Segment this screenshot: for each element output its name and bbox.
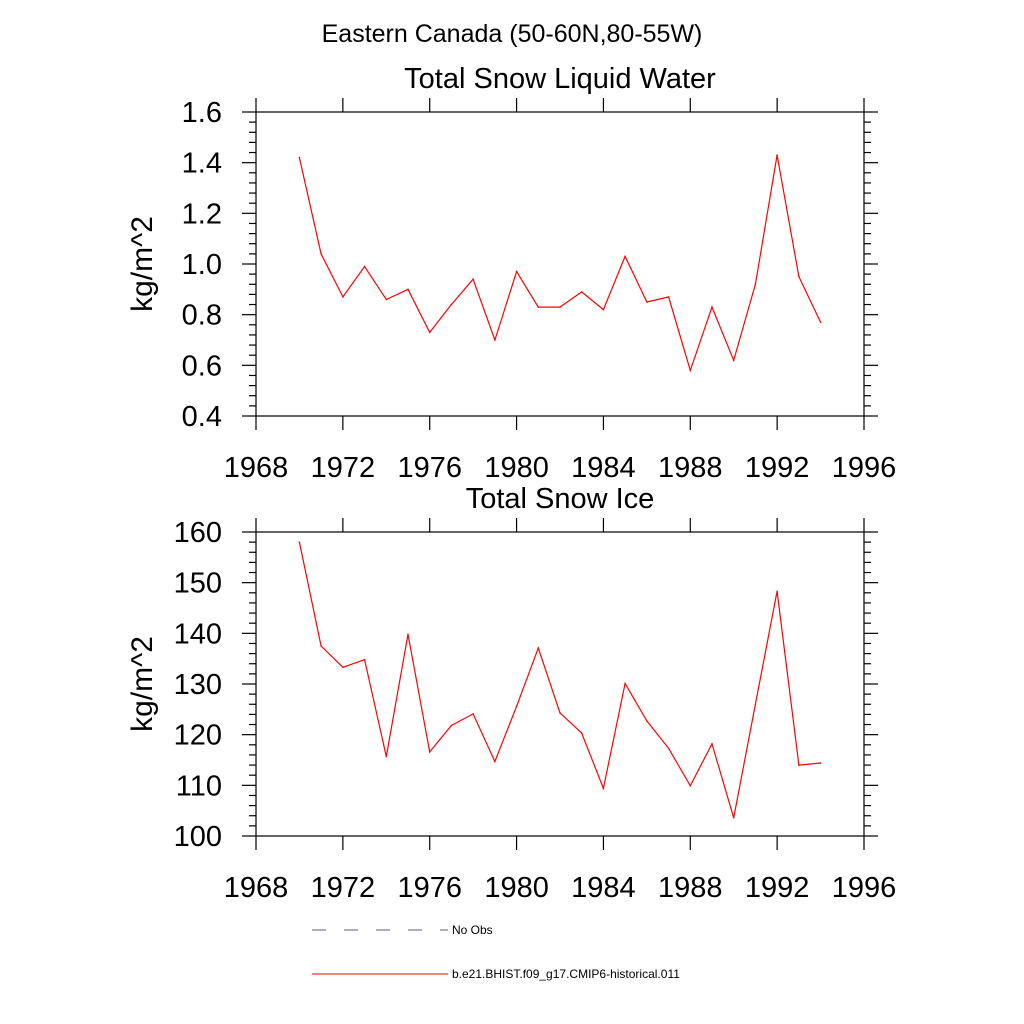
data-point xyxy=(472,278,474,281)
y-tick-label: 140 xyxy=(174,618,222,650)
y-tick-label: 1.2 xyxy=(182,198,222,230)
x-tick-label: 1980 xyxy=(484,872,549,904)
y-tick-label: 0.8 xyxy=(182,300,222,332)
data-point xyxy=(732,359,735,362)
y-axis-label: kg/m^2 xyxy=(126,636,159,732)
data-point xyxy=(428,331,431,334)
data-point xyxy=(732,816,735,819)
x-tick-label: 1984 xyxy=(571,872,636,904)
data-point xyxy=(494,339,496,341)
x-tick-label: 1988 xyxy=(658,452,723,484)
data-point xyxy=(776,154,778,156)
y-axis-label: kg/m^2 xyxy=(126,216,159,312)
y-tick-label: 150 xyxy=(174,568,222,600)
plot-frame xyxy=(255,531,865,837)
data-point xyxy=(689,369,692,372)
data-point xyxy=(407,288,409,291)
data-point xyxy=(320,645,322,647)
data-point xyxy=(385,298,388,301)
data-point xyxy=(515,270,518,273)
data-point xyxy=(450,303,453,306)
x-tick-label: 1972 xyxy=(311,872,376,904)
data-point xyxy=(754,283,757,286)
panel-title: Total Snow Liquid Water xyxy=(404,63,716,95)
data-point xyxy=(798,764,800,766)
data-point xyxy=(667,747,670,750)
data-point xyxy=(711,306,713,308)
data-point xyxy=(624,255,626,258)
data-point xyxy=(602,787,605,790)
legend-label: b.e21.BHIST.f09_g17.CMIP6-historical.011 xyxy=(452,967,680,981)
x-tick-label: 1968 xyxy=(224,872,289,904)
y-tick-label: 110 xyxy=(176,770,222,802)
data-point xyxy=(450,724,453,727)
data-point xyxy=(646,720,648,722)
x-tick-label: 1996 xyxy=(832,872,897,904)
data-point xyxy=(559,306,561,308)
x-tick-label: 1976 xyxy=(397,452,462,484)
data-point xyxy=(689,785,692,787)
data-point xyxy=(342,296,344,298)
data-point xyxy=(298,156,301,159)
data-point xyxy=(537,647,540,649)
data-point xyxy=(407,633,409,636)
data-point xyxy=(602,308,605,311)
chart-panel-1: Total Snow Liquid Water 1968 1972 1976 1980 1… xyxy=(126,63,896,484)
x-tick-label: 1980 xyxy=(484,452,549,484)
data-point xyxy=(385,755,388,758)
x-tick-label: 1976 xyxy=(397,872,462,904)
plot-frame xyxy=(255,111,865,417)
data-point xyxy=(667,296,670,298)
y-tick-label: 160 xyxy=(174,517,222,549)
x-tick-label: 1992 xyxy=(745,452,810,484)
figure-title: Eastern Canada (50-60N,80-55W) xyxy=(322,20,703,48)
data-point xyxy=(472,713,474,715)
data-point xyxy=(363,658,366,661)
data-point xyxy=(342,666,344,669)
data-point xyxy=(515,705,518,708)
y-tick-label: 130 xyxy=(174,669,222,701)
y-tick-label: 1.4 xyxy=(182,148,222,180)
data-point xyxy=(559,712,561,714)
data-point xyxy=(776,590,778,593)
y-tick-label: 0.6 xyxy=(182,350,222,382)
x-tick-label: 1988 xyxy=(658,872,723,904)
y-tick-label: 120 xyxy=(174,720,222,752)
x-tick-label: 1968 xyxy=(224,452,289,484)
data-point xyxy=(819,762,822,764)
data-point xyxy=(363,265,366,268)
series-line xyxy=(298,541,821,818)
x-tick-label: 1984 xyxy=(571,452,636,484)
data-point xyxy=(428,751,431,753)
data-point xyxy=(580,732,583,734)
legend-label: No Obs xyxy=(452,923,493,937)
y-tick-label: 1.0 xyxy=(182,249,222,281)
data-point xyxy=(580,291,583,293)
y-tick-label: 0.4 xyxy=(182,401,222,433)
data-point xyxy=(646,301,648,303)
x-tick-label: 1972 xyxy=(311,452,376,484)
data-point xyxy=(711,742,713,745)
chart-panel-2: Total Snow Ice 1968 1972 1976 1980 1984 1988 19… xyxy=(126,483,896,904)
data-point xyxy=(819,321,822,324)
data-point xyxy=(624,682,626,685)
series-line xyxy=(298,154,822,373)
legend: No Obs b.e21.BHIST.f09_g17.CMIP6-historic… xyxy=(312,923,680,981)
data-point xyxy=(298,541,301,543)
data-point xyxy=(798,275,800,278)
chart-panels: Total Snow Liquid Water 1968 1972 1976 1980 1… xyxy=(126,63,896,904)
data-point xyxy=(494,760,496,763)
y-tick-label: 100 xyxy=(174,821,222,853)
x-tick-label: 1996 xyxy=(832,452,897,484)
data-point xyxy=(537,306,540,308)
y-tick-label: 1.6 xyxy=(182,97,222,129)
x-tick-label: 1992 xyxy=(745,872,810,904)
data-point xyxy=(320,253,322,255)
data-point xyxy=(754,703,757,706)
panel-title: Total Snow Ice xyxy=(466,483,655,515)
